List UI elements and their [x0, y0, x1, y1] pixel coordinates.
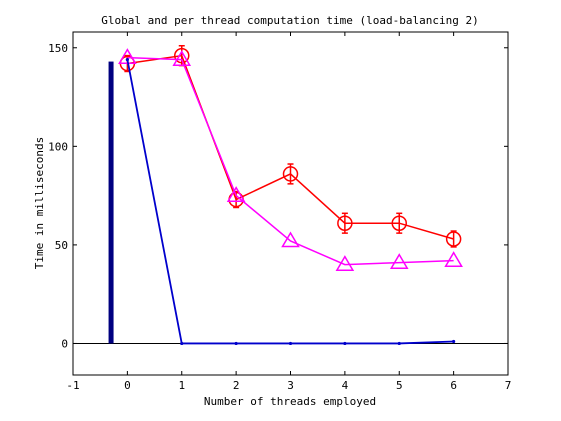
- data-point: [180, 341, 184, 346]
- data-point: [444, 251, 463, 268]
- data-point: [172, 50, 192, 66]
- x-tick-label: 5: [396, 379, 403, 392]
- data-point: [281, 231, 300, 248]
- x-tick-label: 7: [505, 379, 512, 392]
- data-point: [226, 186, 246, 202]
- x-tick-label: 2: [233, 379, 240, 392]
- data-point: [125, 57, 129, 62]
- x-tick-label: 1: [178, 379, 185, 392]
- y-tick-label: 100: [48, 140, 68, 153]
- chart-marks: [73, 44, 508, 346]
- y-tick-label: 0: [61, 337, 68, 350]
- x-tick-label: 6: [450, 379, 457, 392]
- data-point: [452, 339, 456, 344]
- y-axis-label: Time in milliseconds: [33, 137, 46, 269]
- chart-title: Global and per thread computation time (…: [101, 14, 479, 27]
- y-tick-label: 50: [55, 239, 68, 252]
- y-tick-label: 150: [48, 42, 68, 55]
- bar: [108, 61, 114, 344]
- x-tick-label: 4: [342, 379, 349, 392]
- data-point: [288, 341, 293, 346]
- x-tick-label: -1: [66, 379, 79, 392]
- data-point: [389, 253, 409, 269]
- data-point: [335, 255, 355, 271]
- x-tick-label: 0: [124, 379, 131, 392]
- data-point: [234, 341, 238, 346]
- series-line: [127, 56, 454, 266]
- data-point: [343, 341, 347, 346]
- x-axis-label: Number of threads employed: [204, 395, 376, 408]
- x-tick-label: 3: [287, 379, 294, 392]
- plot-area: [72, 31, 509, 376]
- data-point: [397, 341, 401, 346]
